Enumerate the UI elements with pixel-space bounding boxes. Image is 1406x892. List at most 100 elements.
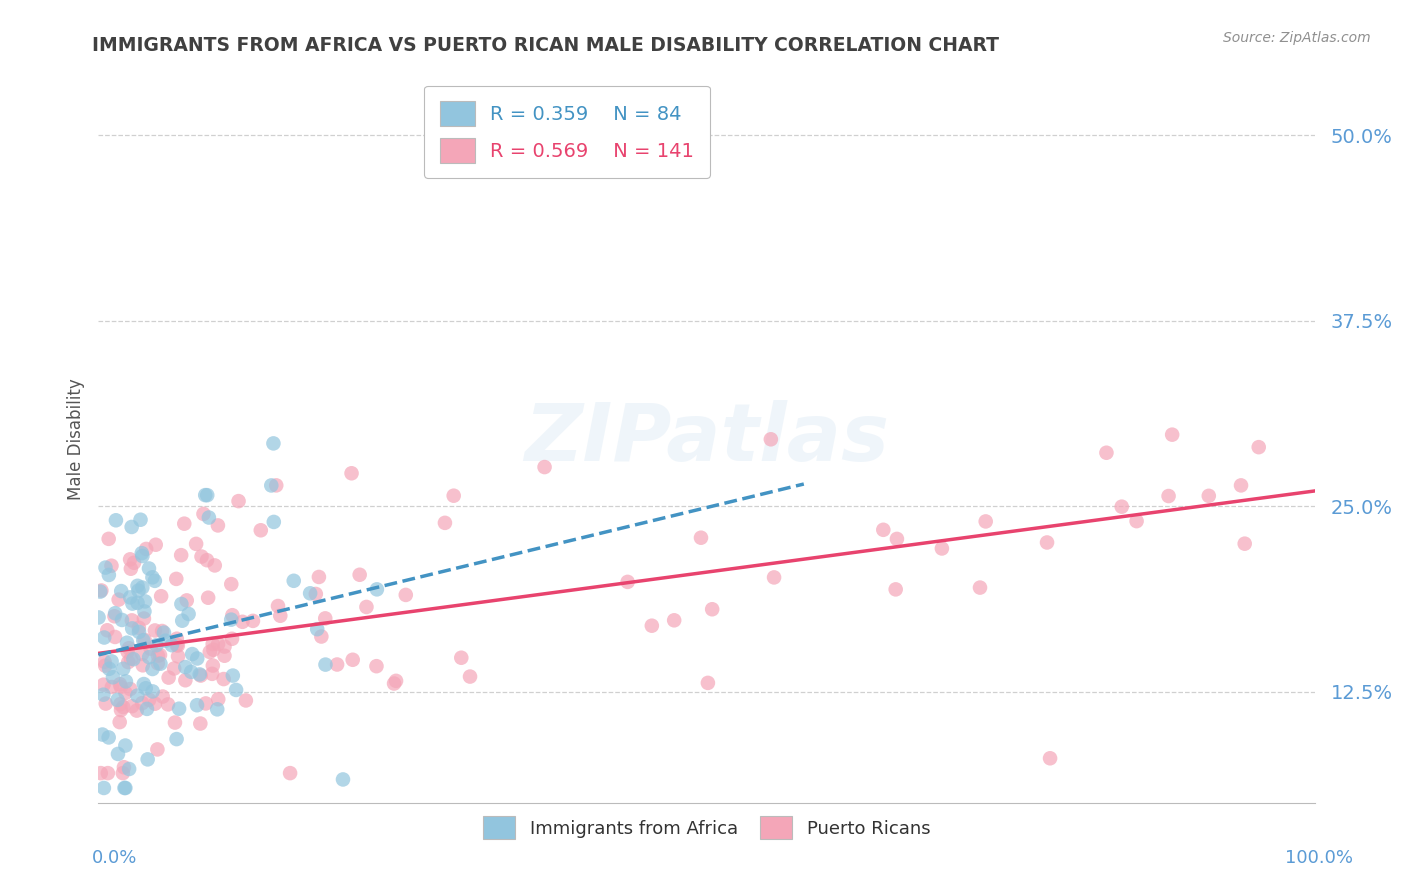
Point [110, 697, 132, 711]
Point [155, 633, 177, 648]
Point [180, 665, 202, 679]
Point [142, 684, 165, 698]
Point [125, 704, 148, 718]
Point [141, 662, 163, 676]
Point [112, 760, 135, 774]
Point [135, 681, 157, 696]
Point [235, 693, 257, 707]
Point [143, 697, 166, 711]
Point [190, 549, 212, 564]
Point [96, 624, 118, 638]
Point [93, 631, 115, 645]
Point [308, 570, 330, 584]
Point [146, 657, 169, 671]
Point [132, 658, 155, 673]
Point [974, 515, 997, 529]
Point [262, 436, 284, 450]
Point [1095, 446, 1118, 460]
Point [163, 661, 186, 675]
Point [108, 715, 131, 730]
Point [93, 655, 115, 669]
Point [132, 611, 155, 625]
Point [97, 532, 120, 546]
Point [118, 641, 141, 656]
Point [118, 762, 141, 776]
Point [443, 489, 465, 503]
Point [93, 688, 115, 702]
Point [194, 488, 217, 502]
Point [114, 686, 136, 700]
Point [702, 602, 724, 616]
Point [150, 624, 173, 638]
Point [326, 657, 349, 672]
Point [145, 638, 167, 652]
Point [132, 633, 155, 648]
Point [128, 621, 150, 635]
Point [110, 680, 132, 694]
Point [228, 494, 250, 508]
Point [872, 523, 894, 537]
Point [127, 596, 149, 610]
Point [214, 648, 236, 663]
Point [127, 689, 149, 703]
Point [197, 591, 219, 605]
Point [90, 766, 112, 780]
Point [314, 611, 336, 625]
Point [193, 507, 215, 521]
Point [533, 460, 555, 475]
Point [115, 674, 138, 689]
Point [1125, 514, 1147, 528]
Point [117, 645, 139, 659]
Point [174, 660, 197, 674]
Point [138, 693, 160, 707]
Point [283, 574, 305, 588]
Point [263, 515, 285, 529]
Point [107, 693, 129, 707]
Point [129, 513, 152, 527]
Point [763, 570, 786, 584]
Point [1230, 478, 1253, 492]
Point [207, 692, 229, 706]
Point [356, 599, 378, 614]
Point [366, 582, 388, 597]
Point [1233, 536, 1256, 550]
Point [194, 697, 217, 711]
Point [138, 561, 160, 575]
Point [366, 659, 388, 673]
Point [214, 640, 236, 654]
Point [110, 584, 132, 599]
Point [89, 584, 111, 599]
Point [128, 624, 150, 639]
Point [145, 538, 167, 552]
Point [139, 641, 162, 656]
Point [165, 572, 187, 586]
Point [969, 581, 991, 595]
Point [98, 662, 121, 676]
Point [97, 568, 120, 582]
Point [131, 696, 153, 710]
Point [269, 608, 291, 623]
Point [104, 630, 127, 644]
Point [221, 632, 243, 646]
Point [198, 645, 221, 659]
Point [121, 613, 143, 627]
Point [120, 591, 142, 605]
Point [264, 478, 287, 492]
Point [433, 516, 456, 530]
Point [299, 586, 322, 600]
Point [385, 673, 408, 688]
Point [134, 604, 156, 618]
Point [195, 488, 218, 502]
Point [121, 621, 143, 635]
Point [115, 636, 138, 650]
Point [931, 541, 953, 556]
Point [108, 677, 131, 691]
Point [201, 658, 224, 673]
Point [122, 652, 145, 666]
Point [101, 680, 124, 694]
Point [120, 552, 142, 566]
Point [222, 668, 245, 682]
Point [225, 682, 247, 697]
Point [131, 647, 153, 661]
Point [122, 556, 145, 570]
